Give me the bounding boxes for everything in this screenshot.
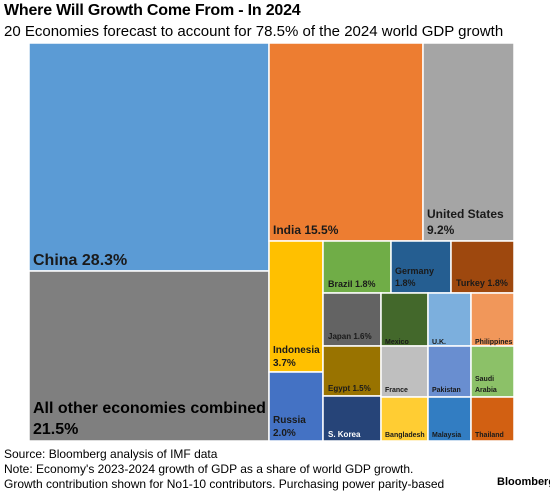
tile-label-malaysia: Malaysia [432, 432, 461, 439]
tile-mexico [380, 292, 429, 347]
tile-label-france: France [385, 387, 408, 394]
source-note: Source: Bloomberg analysis of IMF data [4, 447, 218, 461]
tile-label-germany-line2: 1.8% [395, 278, 416, 288]
footnote-continued: Growth contribution shown for No1-10 con… [4, 477, 445, 491]
tile-germany [390, 240, 452, 294]
footnote: Note: Economy's 2023-2024 growth of GDP … [4, 462, 414, 476]
tile-label-philippines: Philippines [475, 339, 512, 346]
tile-label-pakistan: Pakistan [432, 387, 461, 394]
tile-label-japan: Japan 1.6% [328, 332, 372, 341]
tile-saudi-arabia [470, 345, 515, 398]
tile-all-other-economies-combined [28, 270, 270, 442]
tile-label-russia-line2: 2.0% [273, 428, 296, 439]
tile-label-s-korea: S. Korea [328, 430, 361, 439]
tile-label-bangladesh: Bangladesh [385, 432, 425, 439]
tile-label-indonesia-line1: Indonesia [273, 345, 320, 356]
tile-thailand [470, 396, 515, 442]
tile-bangladesh [380, 396, 429, 442]
tile-label-india: India 15.5% [273, 223, 339, 237]
tile-label-all-other-economies-combined-line2: 21.5% [33, 421, 78, 438]
tile-label-egypt: Egypt 1.5% [328, 384, 371, 393]
tile-label-u-k: U.K. [432, 339, 446, 346]
tile-label-turkey: Turkey 1.8% [456, 278, 508, 288]
tile-indonesia [268, 240, 324, 373]
tile-egypt [322, 345, 382, 397]
tile-label-all-other-economies-combined-line1: All other economies combined [33, 400, 266, 417]
tile-label-china: China 28.3% [33, 252, 127, 269]
chart-subtitle: 20 Economies forecast to account for 78.… [4, 23, 504, 40]
tile-label-united-states-line2: 9.2% [427, 223, 455, 237]
tile-france [380, 345, 429, 398]
tile-china [28, 42, 270, 272]
tile-label-germany-line1: Germany [395, 266, 434, 276]
tile-label-indonesia-line2: 3.7% [273, 358, 296, 369]
bloomberg-logo: Bloomberg [497, 476, 550, 488]
tile-malaysia [427, 396, 472, 442]
tile-label-russia-line1: Russia [273, 415, 306, 426]
tile-label-saudi-arabia-line1: Saudi [475, 376, 494, 383]
tile-united-states [422, 42, 515, 242]
tile-label-thailand: Thailand [475, 432, 504, 439]
tile-label-united-states-line1: United States [427, 207, 504, 221]
chart-title: Where Will Growth Come From - In 2024 [4, 2, 301, 19]
tile-russia [268, 371, 324, 442]
tile-india [268, 42, 424, 242]
tile-label-mexico: Mexico [385, 339, 409, 346]
tile-label-saudi-arabia-line2: Arabia [475, 387, 497, 394]
tile-label-brazil: Brazil 1.8% [328, 279, 376, 289]
